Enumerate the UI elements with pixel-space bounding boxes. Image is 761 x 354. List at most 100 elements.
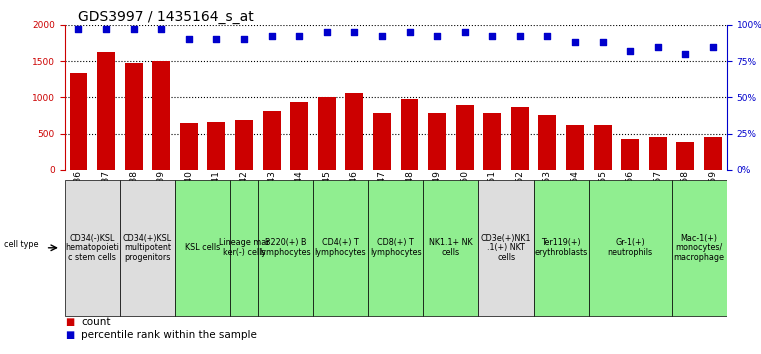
Bar	[649, 137, 667, 170]
Point	[320, 29, 333, 35]
Point	[376, 34, 388, 39]
Point	[266, 34, 278, 39]
Point	[680, 51, 692, 57]
Point	[210, 36, 222, 42]
Point	[707, 44, 719, 49]
Text: GSM686651: GSM686651	[488, 170, 497, 225]
Bar	[566, 125, 584, 170]
Bar	[373, 113, 391, 170]
Bar	[589, 180, 671, 316]
Text: GSM686653: GSM686653	[543, 170, 552, 225]
Bar	[479, 180, 533, 316]
Bar	[290, 102, 308, 170]
Text: GSM686654: GSM686654	[571, 170, 580, 225]
Point	[403, 29, 416, 35]
Bar	[704, 137, 722, 170]
Point	[238, 36, 250, 42]
Bar	[152, 61, 170, 170]
Point	[293, 34, 305, 39]
Bar	[318, 97, 336, 170]
Bar	[120, 180, 175, 316]
Point	[597, 39, 609, 45]
Bar	[345, 93, 363, 170]
Text: GSM686649: GSM686649	[432, 170, 441, 225]
Text: GSM686642: GSM686642	[240, 170, 249, 225]
Bar	[428, 113, 446, 170]
Bar	[368, 180, 423, 316]
Bar	[483, 113, 501, 170]
Text: GSM686639: GSM686639	[157, 170, 166, 225]
Point	[651, 44, 664, 49]
Text: cell type: cell type	[4, 240, 38, 249]
Text: count: count	[81, 317, 111, 327]
Text: CD4(+) T
lymphocytes: CD4(+) T lymphocytes	[315, 239, 366, 257]
Bar	[671, 180, 727, 316]
Text: GSM686655: GSM686655	[598, 170, 607, 225]
Text: GSM686657: GSM686657	[653, 170, 662, 225]
Text: ■: ■	[65, 330, 74, 339]
Text: GSM686650: GSM686650	[460, 170, 470, 225]
Point	[569, 39, 581, 45]
Bar	[423, 180, 479, 316]
Text: GSM686652: GSM686652	[515, 170, 524, 225]
Bar	[97, 52, 115, 170]
Bar	[533, 180, 589, 316]
Point	[349, 29, 361, 35]
Bar	[539, 115, 556, 170]
Text: GSM686659: GSM686659	[708, 170, 718, 225]
Text: Gr-1(+)
neutrophils: Gr-1(+) neutrophils	[607, 239, 653, 257]
Text: GSM686636: GSM686636	[74, 170, 83, 225]
Text: GSM686641: GSM686641	[212, 170, 221, 225]
Bar	[175, 180, 230, 316]
Bar	[258, 180, 313, 316]
Text: percentile rank within the sample: percentile rank within the sample	[81, 330, 257, 339]
Text: KSL cells: KSL cells	[185, 243, 220, 252]
Text: GSM686638: GSM686638	[129, 170, 139, 225]
Text: GSM686645: GSM686645	[322, 170, 331, 225]
Text: GSM686646: GSM686646	[350, 170, 359, 225]
Text: CD3e(+)NK1
.1(+) NKT
cells: CD3e(+)NK1 .1(+) NKT cells	[481, 234, 531, 262]
Point	[128, 26, 140, 32]
Point	[72, 26, 84, 32]
Text: CD34(+)KSL
multipotent
progenitors: CD34(+)KSL multipotent progenitors	[123, 234, 172, 262]
Text: Mac-1(+)
monocytes/
macrophage: Mac-1(+) monocytes/ macrophage	[673, 234, 724, 262]
Bar	[230, 180, 258, 316]
Text: ■: ■	[65, 317, 74, 327]
Text: GSM686644: GSM686644	[295, 170, 304, 225]
Point	[431, 34, 443, 39]
Point	[486, 34, 498, 39]
Point	[100, 26, 112, 32]
Point	[155, 26, 167, 32]
Text: GSM686637: GSM686637	[101, 170, 110, 225]
Bar	[621, 139, 639, 170]
Text: GSM686640: GSM686640	[184, 170, 193, 225]
Text: GSM686643: GSM686643	[267, 170, 276, 225]
Bar	[65, 180, 119, 316]
Bar	[263, 111, 281, 170]
Bar	[677, 142, 694, 170]
Text: Ter119(+)
erythroblasts: Ter119(+) erythroblasts	[535, 239, 587, 257]
Bar	[400, 99, 419, 170]
Bar	[235, 120, 253, 170]
Text: Lineage mar
ker(-) cells: Lineage mar ker(-) cells	[218, 239, 269, 257]
Text: B220(+) B
lymphocytes: B220(+) B lymphocytes	[260, 239, 311, 257]
Point	[183, 36, 195, 42]
Text: CD8(+) T
lymphocytes: CD8(+) T lymphocytes	[370, 239, 422, 257]
Bar	[208, 122, 225, 170]
Text: GDS3997 / 1435164_s_at: GDS3997 / 1435164_s_at	[78, 10, 253, 24]
Text: GSM686656: GSM686656	[626, 170, 635, 225]
Bar	[456, 104, 473, 170]
Bar	[125, 63, 142, 170]
Point	[514, 34, 526, 39]
Point	[541, 34, 553, 39]
Bar	[594, 125, 612, 170]
Point	[624, 48, 636, 54]
Bar	[69, 73, 88, 170]
Text: NK1.1+ NK
cells: NK1.1+ NK cells	[429, 239, 473, 257]
Text: GSM686648: GSM686648	[405, 170, 414, 225]
Point	[459, 29, 471, 35]
Text: GSM686658: GSM686658	[681, 170, 690, 225]
Bar	[313, 180, 368, 316]
Bar	[511, 107, 529, 170]
Bar	[180, 123, 198, 170]
